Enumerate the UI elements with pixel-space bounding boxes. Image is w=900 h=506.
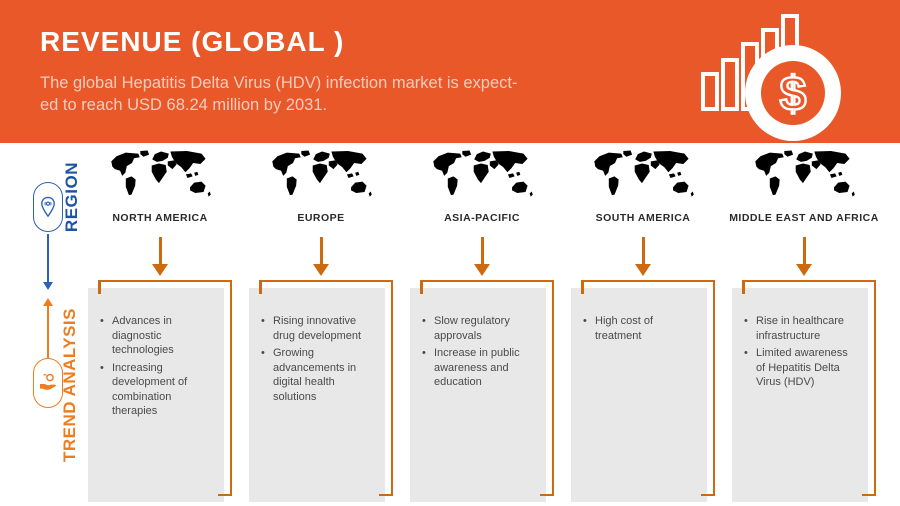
orange-frame xyxy=(98,280,232,496)
banner: REVENUE (GLOBAL ) The global Hepatitis D… xyxy=(0,0,900,143)
trend-point: Rise in healthcare infrastructure xyxy=(742,314,858,343)
trend-point: Increase in public awareness and educati… xyxy=(420,346,536,390)
dollar-glyph: $ xyxy=(780,68,807,121)
region-name: MIDDLE EAST AND AFRICA xyxy=(729,212,879,224)
trend-point: Advances in diagnostic technologies xyxy=(98,314,214,358)
trend-box: Rising innovative drug development Growi… xyxy=(249,280,393,502)
orange-frame xyxy=(420,280,554,496)
banner-subtitle-line2: ed to reach USD 68.24 million by 2031. xyxy=(40,96,328,114)
column-asia-pacific: ASIA-PACIFIC Slow regulatory approvals I… xyxy=(410,150,554,502)
down-arrow-icon xyxy=(796,237,812,277)
down-arrow-icon xyxy=(635,237,651,277)
location-pin-icon xyxy=(41,196,55,218)
trend-box: Slow regulatory approvals Increase in pu… xyxy=(410,280,554,502)
orange-frame xyxy=(259,280,393,496)
trend-flow-arrow xyxy=(43,298,53,358)
orange-frame xyxy=(581,280,715,496)
trend-box: High cost of treatment xyxy=(571,280,715,502)
banner-subtitle: The global Hepatitis Delta Virus (HDV) i… xyxy=(40,72,640,116)
region-name: EUROPE xyxy=(297,212,345,224)
trend-hand-badge xyxy=(33,358,63,408)
region-name: SOUTH AMERICA xyxy=(595,212,691,224)
trend-point-list: Advances in diagnostic technologies Incr… xyxy=(98,314,214,419)
region-flow-arrow xyxy=(43,234,53,290)
hand-coin-icon xyxy=(40,373,56,390)
trend-point: Increasing development of combination th… xyxy=(98,361,214,419)
region-section-label: REGION xyxy=(62,162,81,233)
page-title: REVENUE (GLOBAL ) xyxy=(40,26,345,57)
trend-point: Slow regulatory approvals xyxy=(420,314,536,343)
banner-subtitle-line1: The global Hepatitis Delta Virus (HDV) i… xyxy=(40,74,518,92)
trend-point: Growing advancements in digital health s… xyxy=(259,346,375,404)
dollar-coin-icon: $ xyxy=(745,45,841,141)
trend-point: Limited awareness of Hepatitis Delta Vir… xyxy=(742,346,858,390)
trend-box: Rise in healthcare infrastructure Limite… xyxy=(732,280,876,502)
down-arrow-icon xyxy=(313,237,329,277)
trend-point-list: Rise in healthcare infrastructure Limite… xyxy=(742,314,858,390)
trend-analysis-section-label: TREND ANALYSIS xyxy=(60,308,79,463)
region-name: NORTH AMERICA xyxy=(112,212,208,224)
world-map-europe-icon xyxy=(272,150,372,197)
region-pin-badge xyxy=(33,182,63,232)
column-north-america: NORTH AMERICA Advances in diagnostic tec… xyxy=(88,150,232,502)
world-map-asia-pacific-icon xyxy=(433,150,533,197)
column-middle-east-africa: MIDDLE EAST AND AFRICA Rise in healthcar… xyxy=(729,150,879,502)
orange-frame xyxy=(742,280,876,496)
column-south-america: SOUTH AMERICA High cost of treatment xyxy=(571,150,715,502)
region-columns: NORTH AMERICA Advances in diagnostic tec… xyxy=(88,150,879,502)
down-arrow-icon xyxy=(474,237,490,277)
trend-point-list: Slow regulatory approvals Increase in pu… xyxy=(420,314,536,390)
down-arrow-icon xyxy=(152,237,168,277)
world-map-north-america-icon xyxy=(111,150,211,197)
trend-point-list: High cost of treatment xyxy=(581,314,697,343)
world-map-middle-east-africa-icon xyxy=(755,150,855,197)
trend-box: Advances in diagnostic technologies Incr… xyxy=(88,280,232,502)
trend-point: Rising innovative drug development xyxy=(259,314,375,343)
trend-point: High cost of treatment xyxy=(581,314,697,343)
trend-point-list: Rising innovative drug development Growi… xyxy=(259,314,375,404)
region-name: ASIA-PACIFIC xyxy=(444,212,520,224)
world-map-south-america-icon xyxy=(594,150,694,197)
column-europe: EUROPE Rising innovative drug developmen… xyxy=(249,150,393,502)
